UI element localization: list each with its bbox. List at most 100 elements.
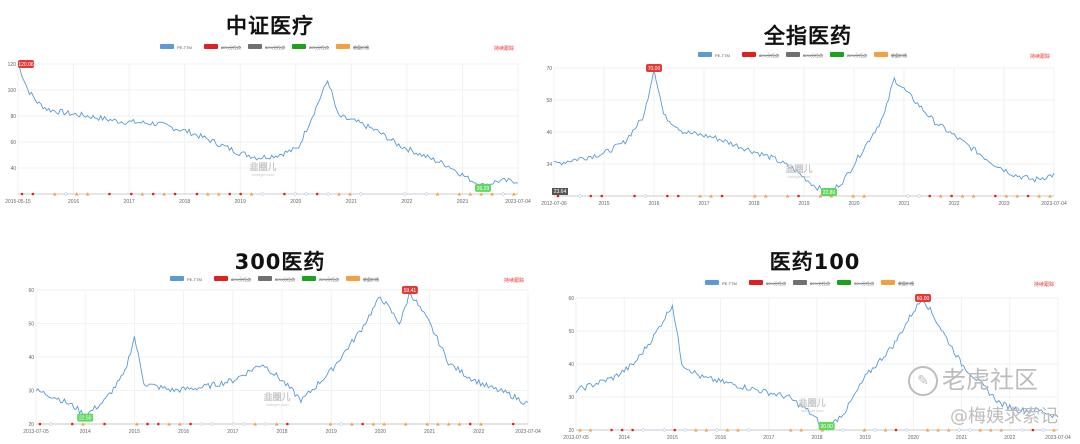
marker-dot [195, 192, 199, 196]
x-tick-label: 2023-07-04 [515, 429, 541, 435]
max-label-bg [401, 286, 418, 294]
y-tick-label: 60 [10, 140, 16, 146]
marker-up [799, 428, 803, 432]
site-watermark-text: 老虎社区 [942, 366, 1038, 394]
marker-up [960, 194, 965, 198]
marker-dot [511, 422, 515, 426]
marker-diamond [424, 191, 429, 197]
author-watermark: @梅姨求索记 [950, 402, 1058, 428]
chart-watermark: 韭圈儿 [799, 397, 826, 408]
marker-dot [666, 194, 669, 198]
marker-up [457, 422, 462, 426]
marker-up [382, 422, 386, 426]
legend-swatch-1 [204, 44, 218, 49]
y-tick-label: 40 [28, 355, 34, 361]
x-tick-label: 2015-05-15 [5, 199, 31, 205]
marker-up [178, 422, 182, 426]
marker-up [217, 192, 221, 196]
chart-svg[interactable]: PE-TTM 80%分位点 50%分位点 20%分位点 收盘价格 持续跟踪 70 58 46 34… [541, 50, 1068, 220]
marker-diamond [683, 427, 688, 433]
marker-diamond [304, 191, 309, 197]
marker-up [978, 428, 983, 432]
chart-svg[interactable]: PE-TTM 80%分位点 50%分位点 20%分位点 收盘价格 持续跟踪 60 50 40 30… [20, 274, 541, 440]
marker-diamond [641, 427, 646, 433]
marker-up [135, 422, 139, 426]
y-tick-label: 30 [28, 389, 34, 395]
marker-dot [38, 422, 42, 426]
x-tick-label: 2015 [598, 201, 609, 207]
x-tick-label: 2018 [748, 201, 759, 207]
marker-diamond [904, 427, 909, 433]
marker-up [74, 192, 79, 196]
marker-up [862, 194, 866, 198]
marker-up [694, 428, 698, 432]
marker-diamond [714, 427, 720, 433]
y-tick-label: 34 [546, 162, 552, 168]
panel-title: 中证医疗 [226, 14, 314, 38]
tracking-note: 持续跟踪 [1034, 281, 1054, 288]
marker-up [883, 428, 888, 432]
marker-up [788, 428, 793, 432]
min-label: 20.00 [820, 424, 833, 430]
marker-up [785, 194, 790, 198]
marker-up [350, 422, 354, 426]
marker-up [436, 422, 440, 426]
x-tick-label: 2021 [898, 201, 909, 207]
marker-up [167, 422, 171, 426]
chart-svg[interactable]: PE-TTM 80%分位点 50%分位点 20%分位点 收盘价格 持续跟踪 120 100 80… [5, 42, 531, 222]
marker-diamond [231, 421, 236, 427]
marker-diamond [402, 191, 407, 197]
marker-dot [130, 192, 133, 196]
marker-diamond [260, 191, 265, 197]
marker-diamond [1020, 427, 1025, 433]
x-tick-label: 2019 [860, 435, 871, 441]
max-label: 60.00 [917, 296, 930, 302]
chart-watermark-sub: funbiger.com [788, 174, 812, 179]
legend-label-1: 80%分位点 [231, 276, 251, 282]
marker-up [820, 428, 825, 432]
marker-up [698, 194, 702, 198]
chart-svg[interactable]: PE-TTM 80%分位点 50%分位点 20%分位点 收盘价格 持续跟踪 60 50 40 30… [560, 278, 1071, 444]
y-tick-label: 30 [568, 395, 574, 401]
marker-up [818, 194, 823, 198]
legend-label-0: PE-TTM [722, 281, 737, 286]
x-tick-label: 2015 [667, 435, 678, 441]
marker-diamond [746, 427, 751, 433]
legend-label-4: 收盘价格 [353, 44, 369, 50]
marker-dot [673, 428, 677, 432]
marker-up [435, 192, 440, 196]
marker-up [162, 192, 166, 196]
panel-quanzhi-yiyao: 全指医药 PE-TTM 80%分位点 50%分位点 20%分位点 收盘价格 持续跟踪 70 5… [541, 6, 1068, 216]
chart-watermark: 韭圈儿 [264, 391, 291, 402]
min-label: 26.29 [477, 186, 490, 192]
x-tick-label: 2022 [473, 429, 484, 435]
marker-dot [994, 194, 997, 198]
x-tick-label: 2016 [715, 435, 726, 441]
marker-up [989, 428, 993, 432]
marker-diamond [500, 191, 506, 197]
marker-up [253, 422, 257, 426]
marker-up [85, 192, 90, 196]
max-label: 59.41 [404, 288, 417, 294]
panel-title: 医药100 [769, 250, 861, 274]
y-tick-label: 70 [546, 66, 552, 72]
x-tick-label: 2020 [290, 199, 301, 205]
tracking-note: 持续跟踪 [504, 277, 524, 284]
marker-diamond [293, 191, 298, 197]
marker-dot [556, 194, 560, 198]
first-value-label: 23.64 [554, 189, 567, 195]
marker-diamond [905, 193, 911, 199]
marker-up [328, 422, 333, 426]
legend-label-2: 50%分位点 [265, 44, 285, 50]
legend-swatch-3 [830, 52, 844, 57]
max-label-bg [915, 294, 932, 302]
marker-up [829, 194, 834, 198]
max-label: 120.06 [18, 62, 34, 68]
min-label: 22.80 [823, 190, 836, 196]
marker-dot [286, 422, 289, 426]
tracking-note: 持续跟踪 [1030, 53, 1050, 60]
min-label: 22.50 [79, 416, 92, 422]
y-tick-label: 50 [28, 322, 34, 328]
legend-label-3: 20%分位点 [309, 44, 329, 50]
x-tick-label: 2019 [235, 199, 246, 205]
